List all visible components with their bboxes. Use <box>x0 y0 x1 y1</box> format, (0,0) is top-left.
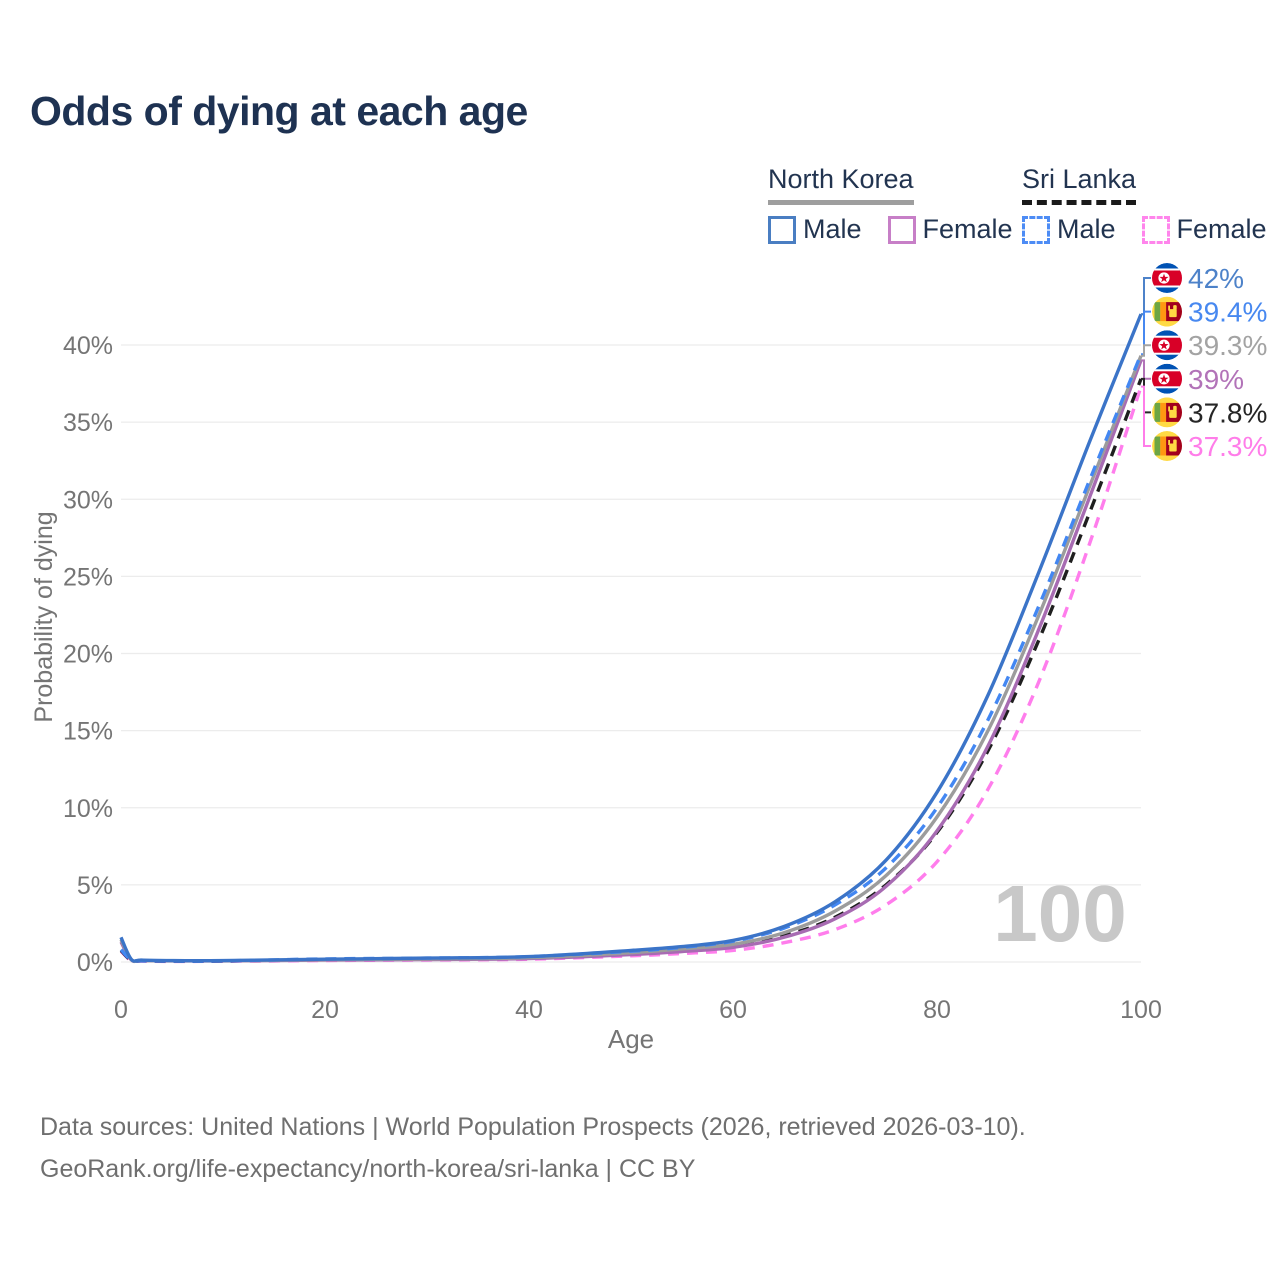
series-line-north-korea-female[interactable] <box>119 359 1143 964</box>
end-value-label-sri-lanka-female: 37.3% <box>1188 431 1267 462</box>
legend-group-north-korea: North Korea Male Female <box>768 164 1039 245</box>
series-line-north-korea-male[interactable] <box>119 313 1143 963</box>
page-title: Odds of dying at each age <box>30 88 528 134</box>
y-tick-label: 30% <box>63 486 113 514</box>
legend-swatch-icon <box>887 215 916 244</box>
series-line-sri-lanka-male[interactable] <box>119 353 1143 963</box>
end-value-label-sri-lanka-male: 39.4% <box>1188 297 1267 328</box>
y-tick-label: 20% <box>63 641 113 669</box>
end-value-label-sri-lanka-both-sexes: 37.8% <box>1188 397 1267 428</box>
legend-swatch-icon <box>1141 215 1170 244</box>
x-tick-label: 0 <box>114 996 128 1024</box>
chart-footer: Data sources: United Nations | World Pop… <box>40 1106 1026 1190</box>
north-korea-flag-icon <box>1152 363 1182 394</box>
label-leader-line <box>1141 359 1151 380</box>
label-leader-line <box>1141 377 1151 414</box>
legend-item-north-korea-female[interactable]: Female <box>887 214 1013 245</box>
data-sources-text: Data sources: United Nations | World Pop… <box>40 1113 1026 1141</box>
legend-item-label: Male <box>803 214 862 244</box>
legend-swatch-icon <box>768 215 796 244</box>
label-leader-line <box>1141 310 1151 356</box>
age-watermark: 100 <box>993 869 1126 958</box>
legend-group-title-sri-lanka: Sri Lanka <box>1022 164 1137 205</box>
x-axis-title: Age <box>608 1024 654 1054</box>
sri-lanka-flag-icon <box>1152 397 1182 428</box>
x-tick-label: 100 <box>1120 996 1162 1024</box>
legend-group-sri-lanka: Sri Lanka Male Female <box>1022 164 1280 245</box>
legend-item-sri-lanka-male[interactable]: Male <box>1022 214 1116 245</box>
north-korea-flag-icon <box>1152 330 1182 361</box>
attribution-text: GeoRank.org/life-expectancy/north-korea/… <box>40 1155 696 1183</box>
legend-item-sri-lanka-female[interactable]: Female <box>1141 214 1267 245</box>
legend-item-north-korea-male[interactable]: Male <box>768 214 862 245</box>
label-leader-line <box>1141 277 1151 316</box>
y-tick-label: 25% <box>63 563 113 591</box>
sri-lanka-flag-icon <box>1152 296 1182 327</box>
y-tick-label: 0% <box>77 949 113 977</box>
legend-items-north-korea: Male Female <box>768 214 1039 245</box>
end-value-label-north-korea-both-sexes: 39.3% <box>1188 330 1267 361</box>
x-tick-label: 20 <box>311 996 339 1024</box>
legend-group-title-north-korea: North Korea <box>768 164 914 205</box>
x-tick-label: 80 <box>923 996 951 1024</box>
series-line-sri-lanka-female[interactable] <box>119 386 1143 964</box>
legend-item-label: Male <box>1057 214 1116 244</box>
legend-item-label: Female <box>1176 214 1267 244</box>
legend-swatch-icon <box>1022 215 1050 244</box>
y-tick-label: 10% <box>63 795 113 823</box>
legend-items-sri-lanka: Male Female <box>1022 214 1280 245</box>
series-line-sri-lanka-both-sexes[interactable] <box>119 378 1143 964</box>
sri-lanka-flag-icon <box>1152 431 1182 461</box>
y-tick-label: 5% <box>77 872 113 900</box>
end-value-label-north-korea-female: 39% <box>1188 364 1244 395</box>
label-leader-line <box>1141 344 1151 357</box>
series-line-north-korea-both-sexes[interactable] <box>119 355 1143 963</box>
end-value-label-north-korea-male: 42% <box>1188 263 1244 294</box>
label-leader-line <box>1141 385 1151 447</box>
north-korea-flag-icon <box>1152 263 1182 293</box>
x-tick-label: 60 <box>719 996 747 1024</box>
legend-item-label: Female <box>922 214 1013 244</box>
y-axis-title: Probability of dying <box>30 511 58 722</box>
y-tick-label: 35% <box>63 409 113 437</box>
y-tick-label: 40% <box>63 332 113 360</box>
x-tick-label: 40 <box>515 996 543 1024</box>
y-tick-label: 15% <box>63 718 113 746</box>
